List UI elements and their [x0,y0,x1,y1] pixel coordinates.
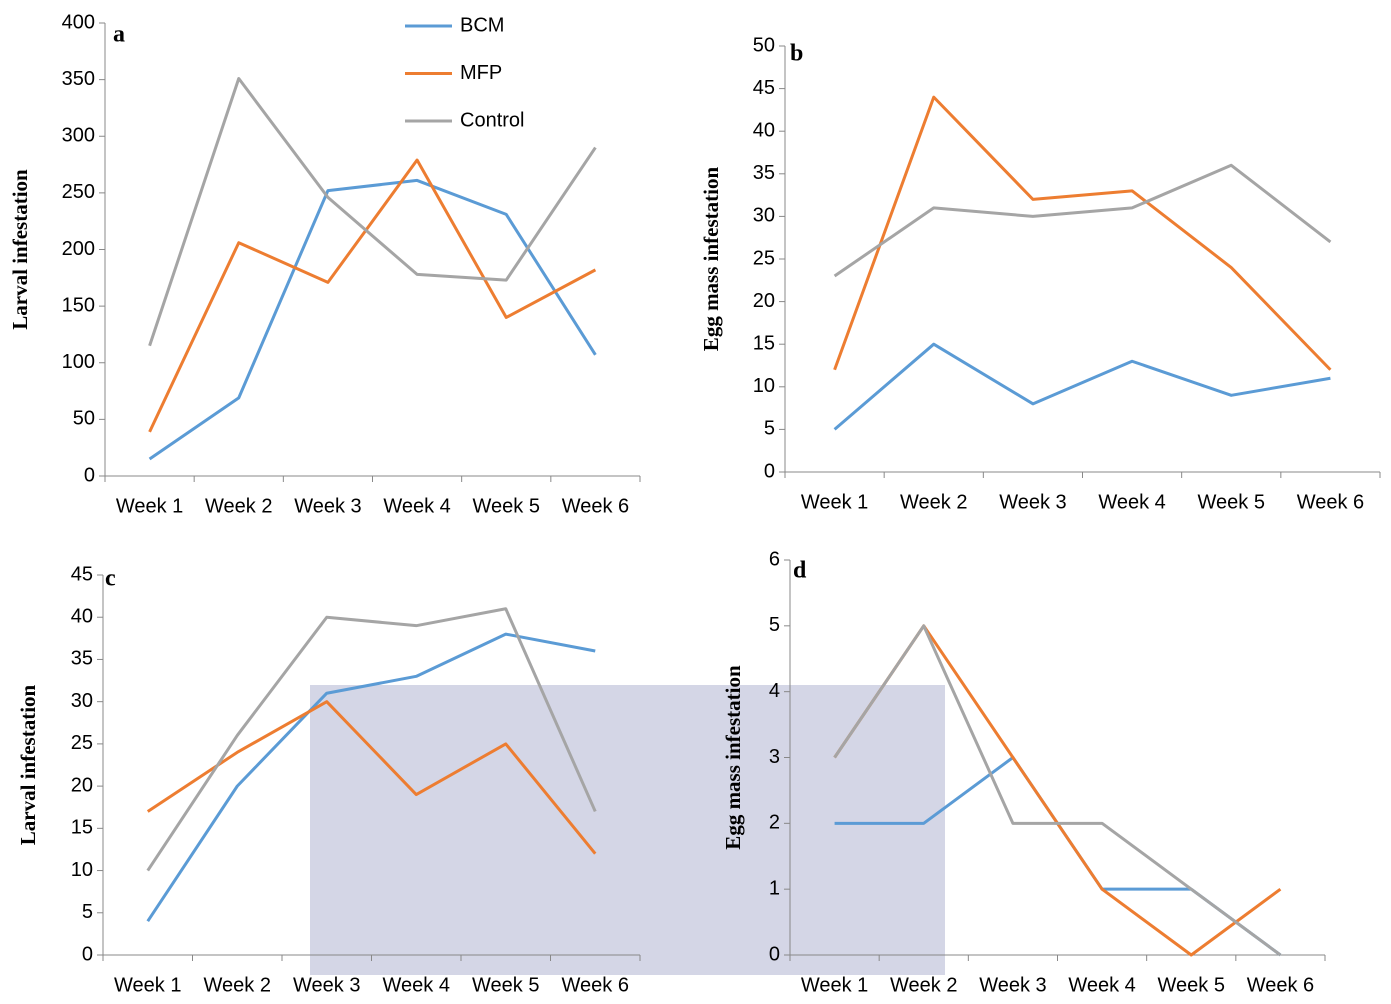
y-tick-label: 250 [62,181,95,203]
x-tick-label: Week 6 [562,495,629,517]
y-tick-label: 50 [753,34,775,56]
y-tick-label: 5 [769,614,780,636]
figure: 050100150200250300350400Week 1Week 2Week… [0,0,1391,1004]
x-tick-label: Week 2 [204,974,271,996]
y-tick-label: 4 [769,680,780,702]
y-tick-label: 300 [62,125,95,147]
y-axis-title: Egg mass infestation [721,665,745,850]
y-tick-label: 100 [62,351,95,373]
y-tick-label: 35 [71,648,93,670]
y-tick-label: 10 [753,375,775,397]
panel-label: c [105,566,116,592]
legend-label: MFP [460,62,502,84]
y-tick-label: 20 [753,290,775,312]
y-tick-label: 20 [71,774,93,796]
x-tick-label: Week 5 [473,495,540,517]
x-tick-label: Week 5 [1158,974,1225,996]
watermark [310,685,945,975]
y-tick-label: 0 [769,943,780,965]
x-tick-label: Week 4 [1098,491,1165,513]
y-tick-label: 15 [753,332,775,354]
y-tick-label: 10 [71,859,93,881]
y-tick-label: 350 [62,68,95,90]
series-line [835,97,1331,370]
panel-label: d [793,558,807,584]
y-axis-title: Larval infestation [16,684,40,845]
x-tick-label: Week 5 [1198,491,1265,513]
y-tick-label: 40 [71,606,93,628]
y-tick-label: 2 [769,812,780,834]
y-tick-label: 30 [71,690,93,712]
y-tick-label: 5 [764,418,775,440]
x-tick-label: Week 6 [1247,974,1314,996]
y-tick-label: 150 [62,294,95,316]
y-tick-label: 200 [62,238,95,260]
x-tick-label: Week 3 [293,974,360,996]
y-tick-label: 35 [753,162,775,184]
y-tick-label: 50 [73,408,95,430]
series-line [835,165,1331,276]
y-axis-title: Egg mass infestation [699,167,723,352]
series-line [150,160,596,432]
y-tick-label: 400 [62,11,95,33]
y-tick-label: 5 [82,901,93,923]
y-tick-label: 0 [82,943,93,965]
y-tick-label: 45 [71,563,93,585]
y-axis-title: Larval infestation [8,169,32,330]
x-tick-label: Week 3 [999,491,1066,513]
panel-label: a [113,22,125,48]
y-tick-label: 1 [769,877,780,899]
y-tick-label: 0 [84,464,95,486]
x-tick-label: Week 4 [383,974,450,996]
y-tick-label: 40 [753,119,775,141]
y-tick-label: 25 [753,247,775,269]
y-tick-label: 45 [753,77,775,99]
x-tick-label: Week 2 [900,491,967,513]
x-tick-label: Week 6 [1297,491,1364,513]
x-tick-label: Week 1 [801,491,868,513]
y-tick-label: 30 [753,205,775,227]
y-tick-label: 0 [764,460,775,482]
x-tick-label: Week 2 [205,495,272,517]
x-tick-label: Week 1 [114,974,181,996]
y-tick-label: 25 [71,732,93,754]
x-tick-label: Week 3 [979,974,1046,996]
series-line [835,344,1331,429]
y-tick-label: 3 [769,746,780,768]
panel-label: b [790,41,803,67]
x-tick-label: Week 3 [294,495,361,517]
x-tick-label: Week 4 [383,495,450,517]
y-tick-label: 6 [769,548,780,570]
x-tick-label: Week 1 [801,974,868,996]
y-tick-label: 15 [71,817,93,839]
x-tick-label: Week 4 [1068,974,1135,996]
legend-label: BCM [460,14,504,36]
x-tick-label: Week 2 [890,974,957,996]
legend-label: Control [460,109,524,131]
x-tick-label: Week 5 [472,974,539,996]
x-tick-label: Week 1 [116,495,183,517]
x-tick-label: Week 6 [562,974,629,996]
